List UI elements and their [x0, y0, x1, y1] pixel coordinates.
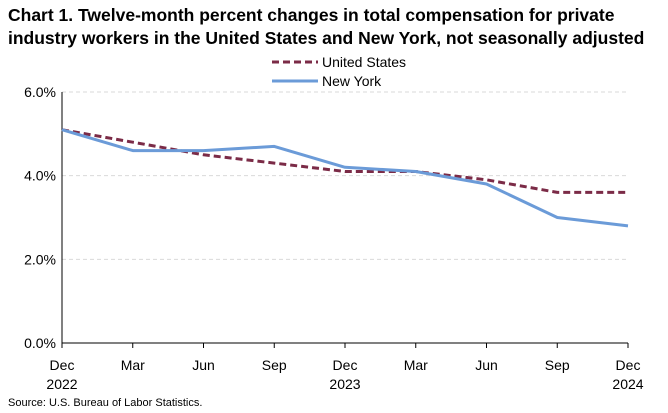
tick-labels: 0.0% 2.0% 4.0% 6.0% Dec 2022 Mar Jun Sep Dec 2023 M… — [24, 84, 644, 392]
x-tick-label: Sep — [545, 357, 570, 373]
x-tick-label: Dec — [333, 357, 358, 373]
series-line-new-york — [61, 128, 629, 228]
x-tick-label: Jun — [192, 357, 215, 373]
y-tick-label: 4.0% — [24, 168, 56, 184]
y-tick-label: 2.0% — [24, 251, 56, 267]
x-tick-label: Dec — [50, 357, 75, 373]
x-tick-label: Jun — [475, 357, 498, 373]
legend-label-new-york: New York — [322, 73, 382, 89]
x-tick-year-label: 2024 — [612, 376, 643, 392]
chart-title: Chart 1. Twelve-month percent changes in… — [8, 5, 645, 48]
axes — [61, 92, 629, 348]
series-lines — [61, 128, 629, 228]
legend: United States New York — [272, 54, 406, 89]
legend-label-united-states: United States — [322, 54, 406, 70]
x-tick-year-label: 2022 — [46, 376, 77, 392]
x-tick-label: Mar — [121, 357, 145, 373]
source-note: Source: U.S. Bureau of Labor Statistics. — [8, 397, 203, 409]
x-tick-label: Dec — [616, 357, 641, 373]
y-tick-label: 6.0% — [24, 84, 56, 100]
x-tick-year-label: 2023 — [329, 376, 360, 392]
x-tick-label: Sep — [262, 357, 287, 373]
y-tick-label: 0.0% — [24, 335, 56, 351]
series-line-united-states — [61, 128, 628, 194]
x-tick-label: Mar — [404, 357, 428, 373]
gridlines — [62, 91, 628, 260]
